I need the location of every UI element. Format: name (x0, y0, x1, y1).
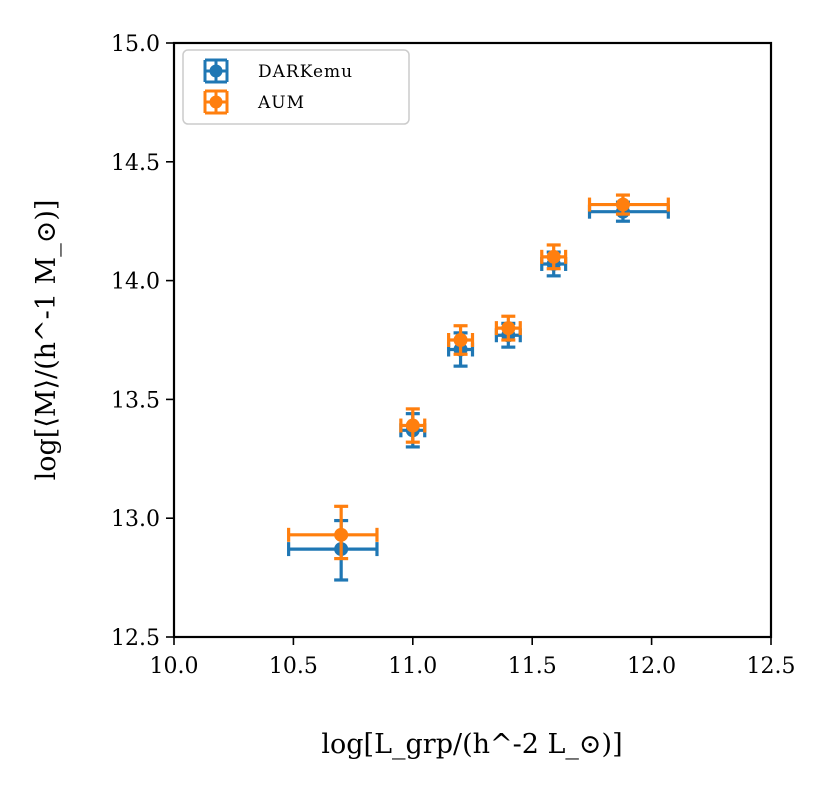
legend-box (182, 49, 410, 125)
y-tick-label: 13.5 (111, 388, 160, 413)
y-tick-label: 14.5 (111, 151, 160, 176)
x-axis-label: log[L_grp/(h^-2 L_⊙)] (321, 729, 622, 760)
legend-label: DARKemu (258, 62, 353, 82)
y-tick-label: 13.0 (111, 507, 160, 532)
data-marker (334, 527, 349, 542)
legend-marker (209, 95, 223, 109)
data-point (540, 243, 568, 271)
x-tick-label: 11.0 (388, 654, 437, 679)
y-axis-label-text: log[⟨M⟩/(h^-1 M_⊙)] (31, 200, 62, 481)
x-tick-label: 10.5 (269, 654, 318, 679)
legend-marker (209, 64, 223, 78)
data-marker (501, 321, 516, 336)
data-point (287, 504, 379, 561)
x-tick-label: 11.5 (508, 654, 557, 679)
data-point (587, 193, 670, 216)
legend-entry-aum: AUM (203, 89, 305, 115)
y-tick-label: 15.0 (111, 32, 160, 57)
data-point (399, 407, 427, 444)
series-aum (287, 193, 670, 561)
data-marker (453, 333, 468, 347)
x-tick-label: 10.0 (150, 654, 199, 679)
x-tick-label: 12.5 (747, 654, 796, 679)
plot-frame (172, 41, 773, 639)
legend-label: AUM (257, 93, 305, 113)
x-axis: 10.0 10.5 11.0 11.5 12.0 12.5 (150, 637, 796, 679)
data-marker (405, 418, 420, 433)
legend-entry-darkemu: DARKemu (203, 58, 353, 84)
data-marker (546, 249, 561, 264)
y-tick-label: 14.0 (111, 270, 160, 295)
data-point (494, 314, 522, 342)
series-layer (287, 193, 670, 582)
data-marker (615, 197, 630, 212)
x-axis-label-text: log[L_grp/(h^-2 L_⊙)] (321, 729, 622, 760)
y-tick-label: 12.5 (111, 626, 160, 651)
y-axis: 12.5 13.0 13.5 14.0 14.5 15.0 (111, 32, 174, 651)
y-axis-label: log[⟨M⟩/(h^-1 M_⊙)] (31, 200, 62, 481)
legend: DARKemu AUM (182, 49, 410, 125)
x-tick-label: 12.0 (627, 654, 676, 679)
data-point (447, 324, 475, 356)
